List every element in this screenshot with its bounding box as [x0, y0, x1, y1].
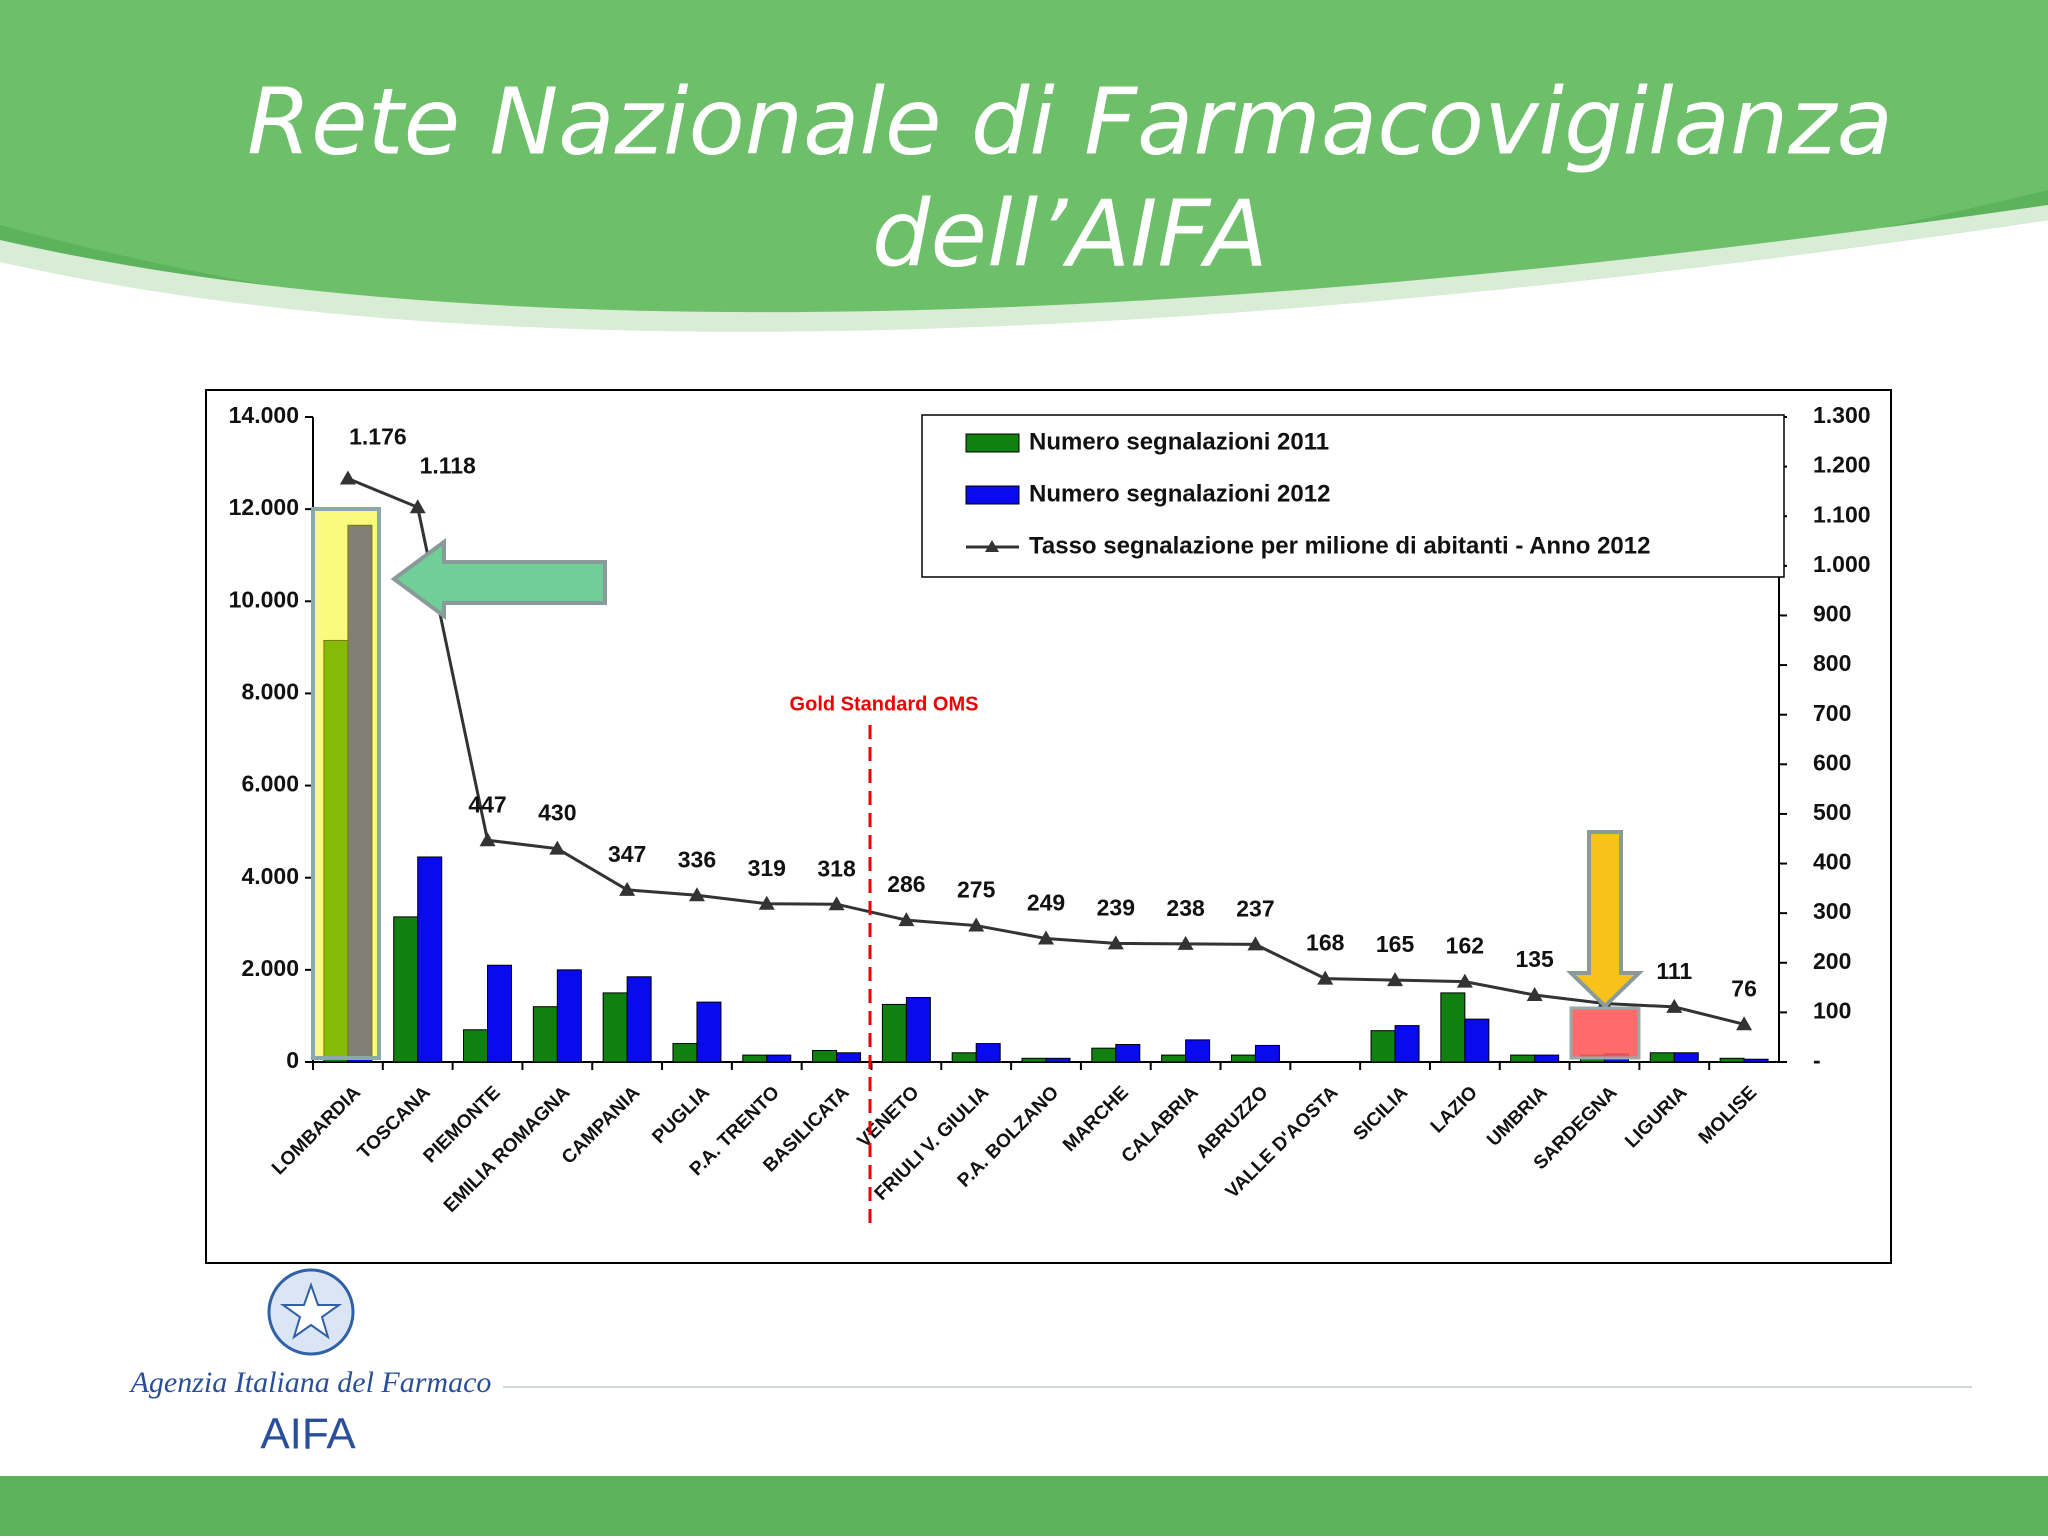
y-tick-label: 6.000 [241, 771, 299, 797]
y-tick-label: 10.000 [229, 586, 299, 612]
highlight-red [1571, 1008, 1639, 1058]
data-label: 319 [748, 855, 786, 881]
bar [697, 1002, 721, 1062]
bar [1744, 1059, 1768, 1062]
logo-acronym: AIFA [260, 1410, 356, 1459]
bar [767, 1055, 791, 1062]
bar [882, 1004, 906, 1062]
y2-tick-label: 500 [1813, 799, 1851, 825]
bar [743, 1055, 767, 1062]
legend-label: Numero segnalazioni 2012 [1029, 480, 1330, 507]
bar [603, 993, 627, 1062]
footer-band [0, 1476, 2048, 1536]
bar [1116, 1044, 1140, 1062]
y-tick-label: 14.000 [229, 402, 299, 428]
y2-tick-label: 400 [1813, 849, 1851, 875]
bar [673, 1044, 697, 1062]
bar [1674, 1053, 1698, 1062]
data-label: 249 [1027, 890, 1065, 916]
data-label: 162 [1446, 933, 1484, 959]
bar [1371, 1031, 1395, 1062]
legend-label: Numero segnalazioni 2011 [1029, 428, 1329, 455]
bar [1046, 1058, 1070, 1062]
data-label: 238 [1166, 895, 1205, 921]
data-label: 318 [817, 855, 856, 881]
bar [627, 977, 651, 1062]
bar [952, 1053, 976, 1062]
legend-swatch [966, 434, 1019, 452]
y-tick-label: 12.000 [229, 494, 299, 520]
bar [837, 1053, 861, 1062]
data-label: 286 [887, 871, 925, 897]
y-tick-label: 8.000 [241, 679, 299, 705]
y2-tick-label: 1.000 [1813, 551, 1871, 577]
legend-label: Tasso segnalazione per milione di abitan… [1029, 532, 1650, 559]
data-label: 168 [1306, 930, 1345, 956]
y2-tick-label: 900 [1813, 601, 1851, 627]
bar [1022, 1058, 1046, 1062]
y-tick-label: 4.000 [241, 863, 299, 889]
bar [1186, 1040, 1210, 1062]
bar [1255, 1045, 1279, 1062]
y2-tick-label: 200 [1813, 948, 1851, 974]
data-label: 430 [538, 800, 576, 826]
annotation: Gold Standard OMS [790, 693, 979, 715]
bar [1092, 1048, 1116, 1062]
y2-tick-label: 300 [1813, 898, 1851, 924]
y2-tick-label: 700 [1813, 700, 1851, 726]
bar [1511, 1055, 1535, 1062]
slide-title: Rete Nazionale di Farmacovigilanza [247, 68, 1893, 175]
data-label: 76 [1731, 975, 1757, 1001]
data-label: 1.118 [420, 452, 476, 478]
y2-tick-label: 1.100 [1813, 501, 1871, 527]
data-label: 165 [1376, 931, 1415, 957]
bar [1162, 1055, 1186, 1062]
data-label: 239 [1097, 894, 1135, 920]
data-label: 336 [678, 846, 716, 872]
bar [1441, 993, 1465, 1062]
data-label: 447 [468, 791, 506, 817]
bar [1395, 1026, 1419, 1062]
bar [1535, 1055, 1559, 1062]
data-label: 347 [608, 841, 646, 867]
y2-tick-label: - [1813, 1047, 1821, 1073]
bar [1720, 1058, 1744, 1062]
bar [418, 857, 442, 1062]
data-label: 135 [1515, 946, 1554, 972]
bar [813, 1050, 837, 1062]
bar [394, 917, 418, 1062]
data-label: 237 [1236, 895, 1274, 921]
bar [976, 1044, 1000, 1062]
y2-tick-label: 600 [1813, 749, 1851, 775]
highlight-box [313, 509, 379, 1058]
data-label: 111 [1656, 958, 1692, 984]
bar [1231, 1055, 1255, 1062]
y-tick-label: 2.000 [241, 955, 299, 981]
bar [906, 998, 930, 1063]
bar [533, 1007, 557, 1062]
y-tick-label: 0 [286, 1047, 299, 1073]
slide-subtitle: dell’AIFA [872, 180, 1268, 287]
y2-tick-label: 800 [1813, 650, 1851, 676]
data-label: 1.176 [349, 424, 407, 450]
logo-text: Agenzia Italiana del Farmaco [129, 1366, 492, 1399]
y2-tick-label: 1.300 [1813, 402, 1871, 428]
bar [1465, 1019, 1489, 1062]
y2-tick-label: 100 [1813, 997, 1851, 1023]
bar [557, 970, 581, 1062]
bar [464, 1030, 488, 1062]
bar [1650, 1053, 1674, 1062]
y2-tick-label: 1.200 [1813, 452, 1871, 478]
data-label: 275 [957, 877, 996, 903]
legend-swatch [966, 486, 1019, 504]
bar [488, 965, 512, 1062]
